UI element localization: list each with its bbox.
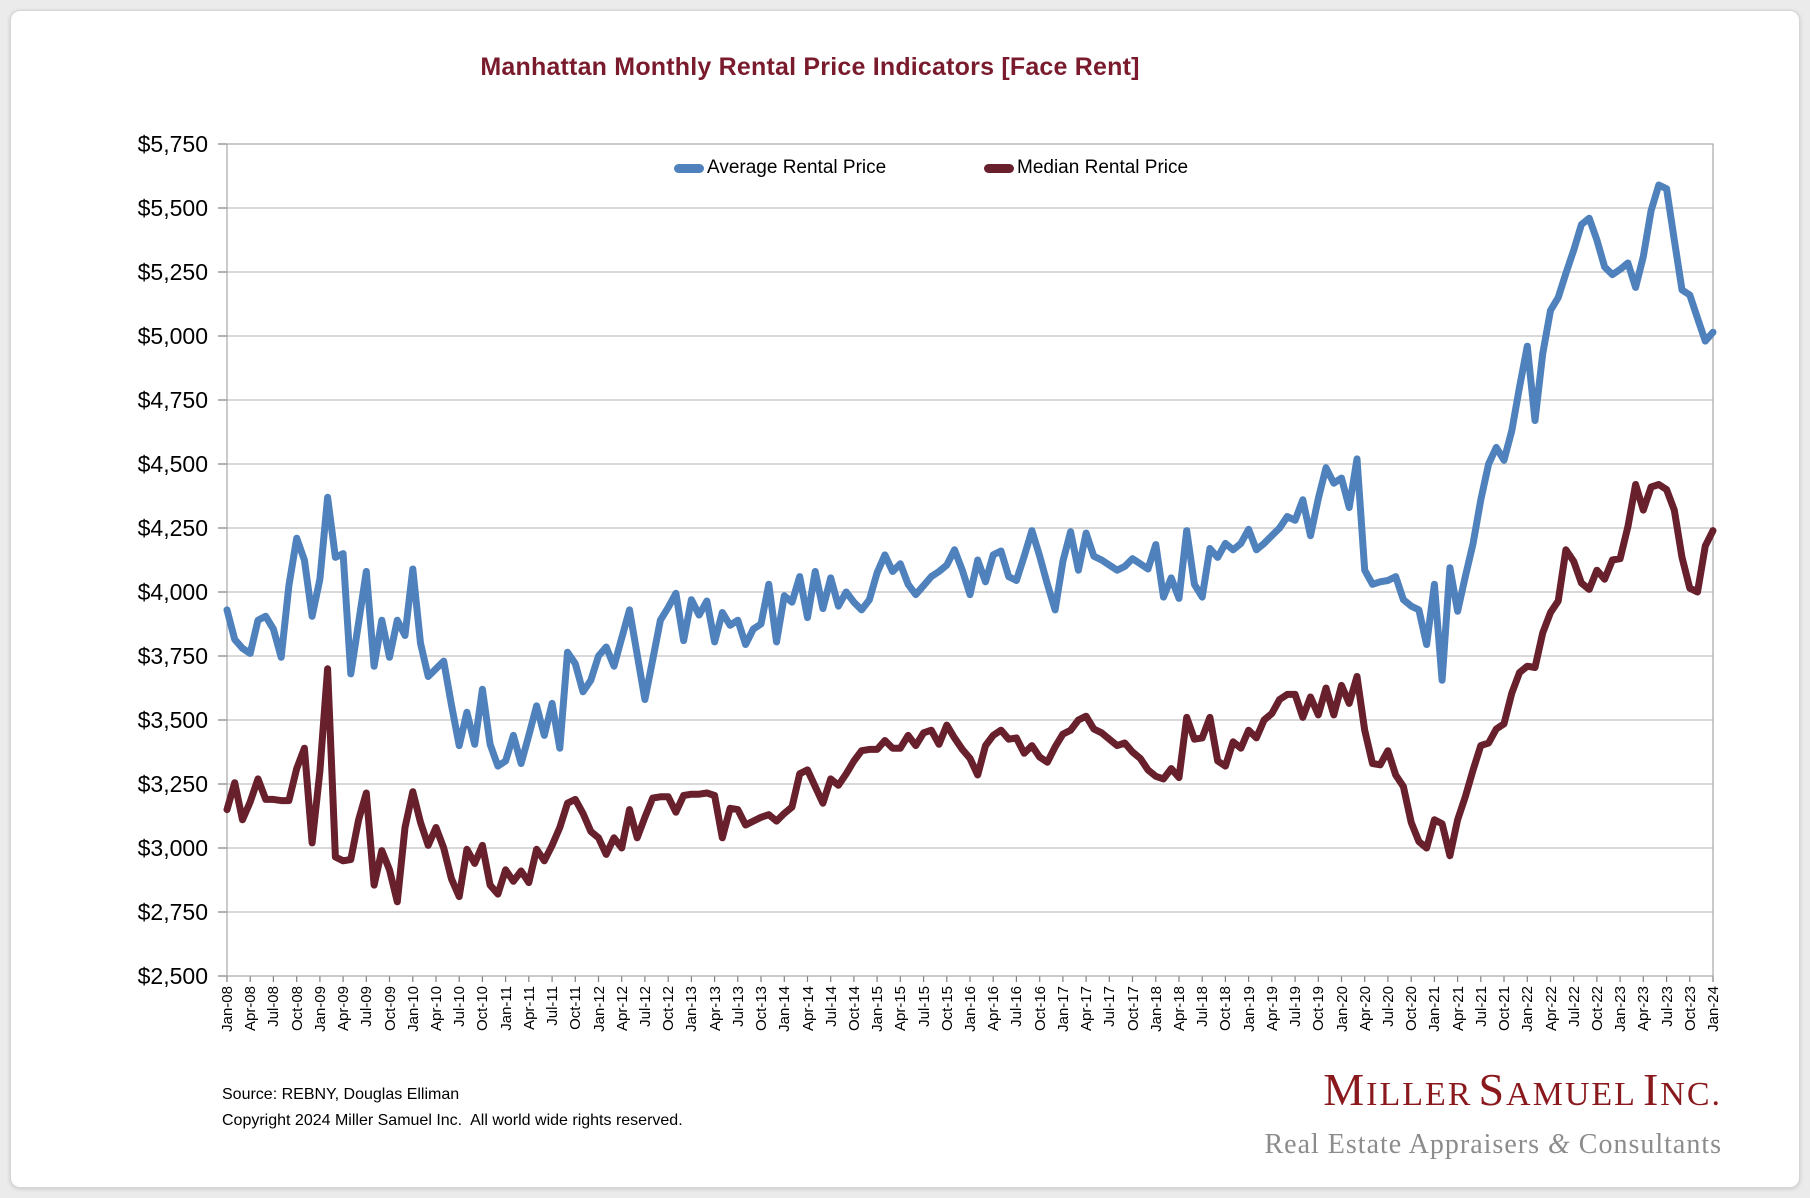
x-axis-tick-label: Jul-11 <box>544 986 561 1026</box>
x-axis-tick-label: Jan-24 <box>1705 986 1722 1032</box>
y-axis-tick-label: $5,250 <box>137 259 208 285</box>
x-axis-tick-label: Oct-19 <box>1310 986 1327 1032</box>
x-axis-tick-label: Oct-13 <box>753 986 770 1032</box>
y-axis-tick-label: $3,000 <box>137 835 208 861</box>
x-axis-tick-label: Oct-11 <box>567 986 584 1030</box>
x-axis-tick-label: Jul-15 <box>916 986 933 1027</box>
x-axis-tick-label: Jan-13 <box>683 986 700 1032</box>
x-axis-tick-label: Jan-08 <box>219 986 236 1032</box>
x-axis-tick-label: Jul-14 <box>823 986 840 1027</box>
median-legend-label: Median Rental Price <box>1017 157 1189 178</box>
source-note: Source: REBNY, Douglas Elliman <box>222 1086 460 1103</box>
x-axis-tick-label: Jul-19 <box>1287 986 1304 1027</box>
x-axis-tick-label: Apr-13 <box>707 986 724 1032</box>
median-rental-price-line <box>223 481 1717 906</box>
x-axis-tick-label: Oct-16 <box>1032 986 1049 1032</box>
x-axis-tick-label: Apr-17 <box>1078 986 1095 1032</box>
x-axis-tick-label: Jul-23 <box>1659 986 1676 1027</box>
x-axis-tick-label: Jul-17 <box>1101 986 1118 1027</box>
x-axis-tick-label: Oct-21 <box>1496 986 1513 1032</box>
x-axis-tick-label: Apr-08 <box>242 986 259 1032</box>
median-legend-swatch-icon <box>984 163 1014 173</box>
x-axis-tick-label: Oct-20 <box>1403 986 1420 1032</box>
x-axis-tick-label: Jan-14 <box>776 986 793 1032</box>
average-legend-label: Average Rental Price <box>707 157 887 178</box>
y-axis-tick-label: $2,750 <box>137 899 208 925</box>
logo-name: MILLER SAMUEL INC. <box>1323 1064 1722 1115</box>
y-axis-tick-label: $3,750 <box>137 643 208 669</box>
x-axis-tick-label: Jan-15 <box>869 986 886 1032</box>
x-axis-tick-label: Jul-22 <box>1566 986 1583 1027</box>
x-axis-tick-label: Oct-12 <box>660 986 677 1032</box>
y-axis-tick-label: $4,500 <box>137 451 208 477</box>
x-axis-tick-label: Apr-15 <box>892 986 909 1032</box>
x-axis-tick-label: Oct-23 <box>1682 986 1699 1032</box>
y-axis-tick-label: $2,500 <box>137 963 208 989</box>
y-axis-tick-label: $4,750 <box>137 387 208 413</box>
legend-item-average: Average Rental Price <box>674 157 886 179</box>
x-axis-tick-label: Apr-14 <box>800 986 817 1032</box>
x-axis-tick-label: Oct-10 <box>474 986 491 1032</box>
x-axis-tick-label: Jul-12 <box>637 986 654 1027</box>
x-axis-tick-label: Oct-15 <box>939 986 956 1032</box>
average-legend-swatch-icon <box>674 163 704 173</box>
miller-samuel-logo: MILLER SAMUEL INC. Real Estate Appraiser… <box>1022 1066 1722 1161</box>
x-axis-tick-label: Oct-08 <box>289 986 306 1032</box>
x-axis-tick-label: Jul-21 <box>1473 986 1490 1027</box>
x-axis-tick-label: Jan-18 <box>1148 986 1165 1032</box>
x-axis-tick-label: Apr-23 <box>1635 986 1652 1032</box>
x-axis-tick-label: Apr-16 <box>985 986 1002 1032</box>
x-axis-tick-label: Jul-20 <box>1380 986 1397 1027</box>
logo-tagline: Real Estate Appraisers & Consultants <box>1264 1129 1722 1160</box>
chart-title: Manhattan Monthly Rental Price Indicator… <box>480 53 1140 81</box>
x-axis-tick-label: Oct-09 <box>382 986 399 1032</box>
x-axis-tick-label: Jan-21 <box>1426 986 1443 1032</box>
x-axis-tick-label: Jul-08 <box>265 986 282 1027</box>
y-axis-tick-label: $3,250 <box>137 771 208 797</box>
x-axis-tick-label: Jan-09 <box>312 986 329 1032</box>
y-axis-tick-label: $5,750 <box>137 131 208 157</box>
x-axis-tick-label: Apr-11 <box>521 986 538 1030</box>
x-axis-tick-label: Jul-16 <box>1008 986 1025 1027</box>
x-axis-tick-label: Oct-22 <box>1589 986 1606 1032</box>
y-axis-tick-label: $4,000 <box>137 579 208 605</box>
y-axis-tick-label: $3,500 <box>137 707 208 733</box>
x-axis-tick-label: Oct-14 <box>846 986 863 1032</box>
x-axis-tick-label: Jan-10 <box>405 986 422 1032</box>
x-axis-tick-label: Jan-22 <box>1519 986 1536 1032</box>
x-axis-tick-label: Jan-19 <box>1241 986 1258 1032</box>
x-axis-tick-label: Jul-18 <box>1194 986 1211 1027</box>
x-axis-tick-label: Jan-16 <box>962 986 979 1032</box>
x-axis-tick-label: Apr-21 <box>1450 986 1467 1032</box>
average-rental-price-line <box>223 181 1717 770</box>
plot-area <box>218 143 1717 982</box>
x-axis-tick-label: Apr-20 <box>1357 986 1374 1032</box>
x-axis-tick-label: Apr-10 <box>428 986 445 1032</box>
x-axis-tick-label: Jul-10 <box>451 986 468 1027</box>
x-axis-tick-label: Jan-20 <box>1334 986 1351 1032</box>
x-axis-tick-label: Jan-23 <box>1612 986 1629 1032</box>
x-axis-tick-label: Apr-19 <box>1264 986 1281 1032</box>
x-axis-tick-label: Oct-18 <box>1217 986 1234 1032</box>
x-axis-tick-label: Jul-09 <box>358 986 375 1027</box>
x-axis-tick-label: Jul-13 <box>730 986 747 1027</box>
y-axis-tick-label: $5,500 <box>137 195 208 221</box>
x-axis-tick-label: Oct-17 <box>1125 986 1142 1032</box>
x-axis-tick-label: Apr-22 <box>1543 986 1560 1032</box>
legend-item-median: Median Rental Price <box>984 157 1188 179</box>
x-axis-tick-label: Jan-12 <box>591 986 608 1032</box>
y-axis-tick-label: $4,250 <box>137 515 208 541</box>
x-axis-tick-label: Apr-09 <box>335 986 352 1032</box>
y-axis-tick-label: $5,000 <box>137 323 208 349</box>
x-axis-tick-label: Apr-12 <box>614 986 631 1032</box>
copyright-note: Copyright 2024 Miller Samuel Inc. All wo… <box>222 1112 683 1129</box>
x-axis-tick-label: Jan-11 <box>498 986 515 1031</box>
x-axis-tick-label: Jan-17 <box>1055 986 1072 1032</box>
x-axis-tick-label: Apr-18 <box>1171 986 1188 1032</box>
